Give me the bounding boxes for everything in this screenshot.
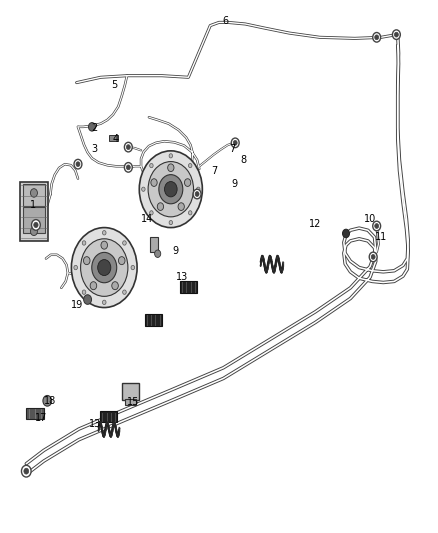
Circle shape [101, 241, 107, 249]
Circle shape [371, 255, 375, 260]
Text: 18: 18 [44, 396, 57, 406]
Bar [180, 281, 197, 293]
Circle shape [112, 281, 118, 289]
Text: 7: 7 [212, 166, 218, 175]
Circle shape [88, 123, 95, 131]
Text: 8: 8 [240, 155, 246, 165]
Circle shape [188, 211, 192, 215]
Bar [23, 207, 45, 233]
Bar [125, 399, 136, 405]
Bar [20, 182, 48, 241]
Circle shape [169, 154, 173, 158]
Circle shape [392, 30, 400, 39]
Circle shape [81, 239, 128, 296]
Text: 15: 15 [127, 398, 140, 407]
Bar [26, 408, 44, 419]
Circle shape [150, 164, 153, 168]
Bar [145, 314, 162, 326]
Circle shape [24, 468, 28, 474]
Circle shape [30, 227, 37, 236]
Circle shape [90, 281, 97, 289]
Circle shape [82, 290, 86, 294]
Circle shape [159, 175, 183, 204]
Text: 2: 2 [91, 123, 97, 133]
Text: 6: 6 [223, 17, 229, 26]
Text: 19: 19 [71, 300, 83, 310]
Circle shape [21, 465, 31, 477]
Text: 1: 1 [30, 200, 36, 210]
Bar [109, 135, 118, 141]
Circle shape [148, 161, 194, 217]
Circle shape [30, 189, 37, 197]
Text: 14: 14 [141, 214, 153, 223]
Circle shape [165, 182, 177, 197]
Circle shape [76, 162, 80, 167]
Circle shape [157, 203, 164, 211]
Circle shape [92, 253, 117, 282]
Circle shape [126, 144, 131, 150]
Circle shape [139, 151, 202, 228]
Circle shape [84, 295, 92, 304]
Text: 11: 11 [375, 232, 387, 242]
Circle shape [150, 211, 153, 215]
Circle shape [123, 241, 126, 245]
Circle shape [184, 179, 191, 187]
Circle shape [124, 163, 132, 172]
Circle shape [168, 164, 174, 172]
Bar [150, 237, 158, 252]
Circle shape [141, 187, 145, 191]
Text: 13: 13 [89, 419, 102, 429]
Text: 13: 13 [176, 272, 188, 282]
Circle shape [74, 265, 78, 270]
Circle shape [43, 395, 52, 406]
Circle shape [155, 250, 161, 257]
Text: 17: 17 [35, 414, 48, 423]
Circle shape [126, 165, 131, 169]
Circle shape [151, 179, 157, 187]
Text: 7: 7 [229, 144, 235, 154]
Circle shape [369, 252, 377, 262]
Text: 9: 9 [172, 246, 178, 255]
Circle shape [188, 164, 192, 168]
Circle shape [373, 33, 381, 42]
Circle shape [71, 228, 137, 308]
Circle shape [102, 231, 106, 235]
Circle shape [195, 191, 199, 197]
Text: 4: 4 [113, 134, 119, 143]
Circle shape [193, 189, 201, 199]
Circle shape [233, 140, 237, 146]
Circle shape [374, 224, 378, 229]
Circle shape [373, 221, 381, 231]
Circle shape [131, 265, 134, 270]
Circle shape [84, 257, 90, 265]
Circle shape [82, 241, 86, 245]
Circle shape [124, 142, 132, 152]
Circle shape [343, 229, 350, 238]
Text: 3: 3 [91, 144, 97, 154]
Bar [23, 184, 45, 206]
Circle shape [197, 187, 200, 191]
Circle shape [374, 35, 378, 40]
Circle shape [74, 159, 82, 169]
Circle shape [118, 257, 125, 265]
Circle shape [34, 222, 38, 228]
Text: 10: 10 [364, 214, 376, 223]
Circle shape [231, 138, 239, 148]
Circle shape [123, 290, 126, 294]
Text: 5: 5 [111, 80, 117, 90]
Circle shape [32, 220, 40, 230]
Circle shape [394, 32, 399, 37]
Text: 9: 9 [231, 179, 237, 189]
Text: 12: 12 [309, 219, 321, 229]
Circle shape [102, 300, 106, 304]
Bar [100, 411, 117, 422]
Bar [122, 383, 139, 400]
Circle shape [178, 203, 184, 211]
Circle shape [98, 260, 111, 276]
Circle shape [169, 221, 173, 225]
